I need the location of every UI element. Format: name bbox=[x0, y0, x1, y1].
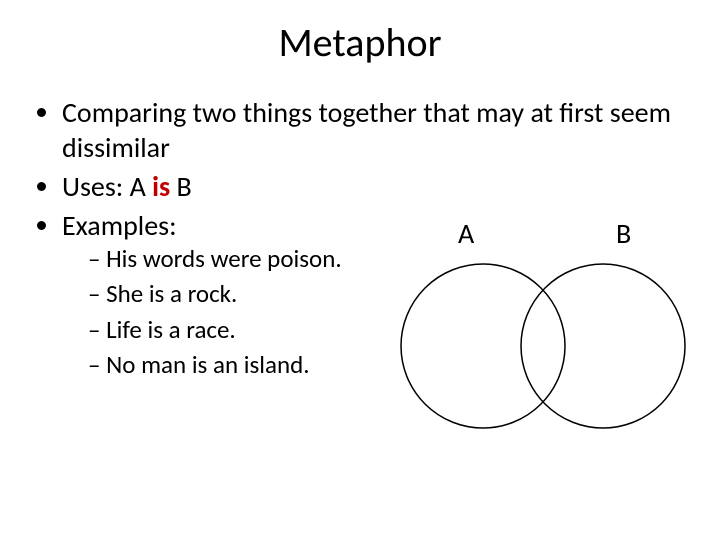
bullet-2-pre: Uses: A bbox=[62, 169, 152, 204]
slide-title: Metaphor bbox=[0, 18, 720, 67]
venn-label-b: B bbox=[616, 216, 631, 251]
bullet-2: Uses: A is B bbox=[62, 169, 686, 204]
bullet-3-text: Examples: bbox=[62, 208, 177, 243]
venn-circle-b bbox=[521, 264, 685, 428]
venn-diagram: A B bbox=[398, 216, 698, 476]
bullet-2-post: B bbox=[170, 169, 192, 204]
venn-circle-a bbox=[401, 264, 565, 428]
bullet-2-emph: is bbox=[152, 169, 170, 204]
venn-svg bbox=[398, 216, 698, 476]
bullet-1: Comparing two things together that may a… bbox=[62, 95, 686, 165]
venn-label-a: A bbox=[458, 216, 474, 251]
slide: Metaphor Comparing two things together t… bbox=[0, 0, 720, 540]
bullet-1-text: Comparing two things together that may a… bbox=[62, 95, 671, 165]
